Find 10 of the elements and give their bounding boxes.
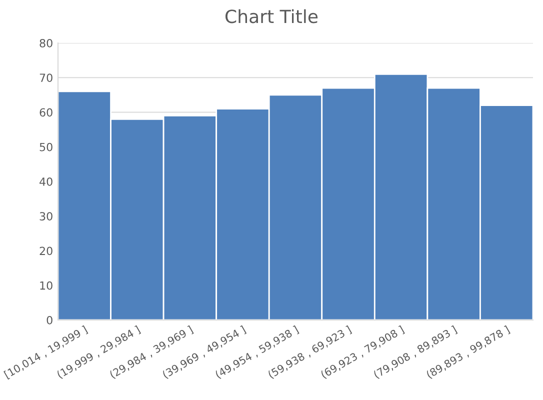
y-tick-label: 30 bbox=[40, 212, 52, 221]
y-tick-label: 0 bbox=[46, 316, 52, 324]
chart-title: Chart Title bbox=[225, 9, 318, 24]
y-tick-label: 80 bbox=[40, 38, 52, 48]
y-tick-label: 60 bbox=[40, 108, 52, 117]
y-tick-label: 20 bbox=[40, 246, 52, 256]
y-tick-label: 40 bbox=[40, 177, 52, 186]
y-tick-label: 70 bbox=[40, 74, 52, 82]
y-tick-label: 50 bbox=[40, 142, 52, 152]
y-tick-label: 10 bbox=[40, 281, 52, 290]
